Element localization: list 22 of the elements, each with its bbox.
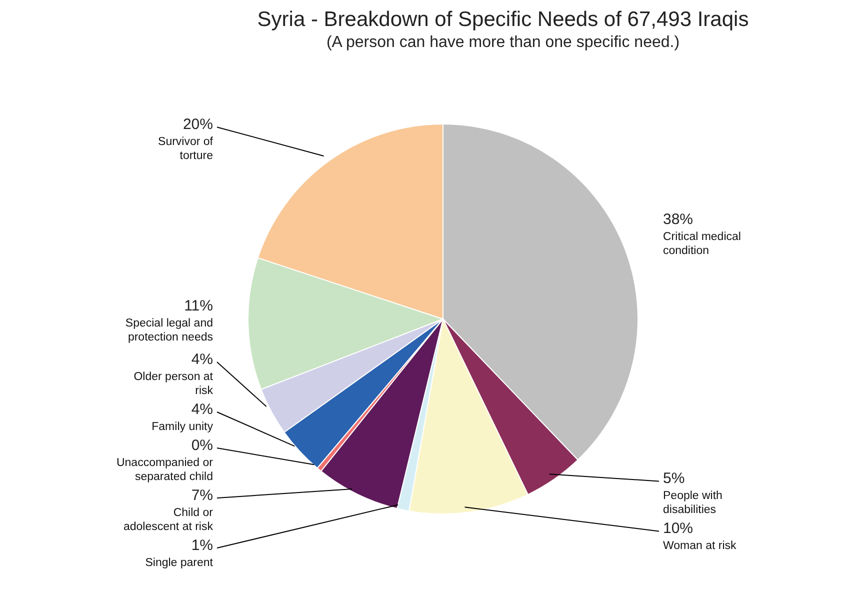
slice-label: Family unity [152, 421, 214, 433]
slice-label: People with disabilities [663, 490, 722, 516]
chart-title: Syria - Breakdown of Specific Needs of 67,493 Iraqis [256, 8, 750, 32]
slice-label: Woman at risk [663, 540, 737, 552]
data-label: 4% [191, 351, 213, 368]
data-label: 0% [191, 437, 213, 454]
slice-label: Critical medical condition [663, 231, 741, 258]
data-label: 38% [663, 211, 694, 228]
slice-label: Older person at risk [134, 371, 214, 397]
chart-subtitle: (A person can have more than one specific need.) [325, 34, 681, 52]
data-label: 10% [663, 520, 694, 538]
slice-label: Survivor of torture [158, 136, 214, 162]
slice-label: Special legal and protection needs [125, 317, 214, 344]
data-label: 5% [663, 470, 685, 488]
data-label: 20% [182, 116, 213, 134]
data-label: 1% [191, 537, 213, 554]
data-label: 11% [184, 297, 213, 314]
slice-label: Child or adolescent at risk [124, 507, 214, 533]
data-label: 4% [191, 401, 213, 418]
slice-label: Unaccompanied or separated child [116, 457, 214, 483]
slice-label: Single parent [145, 557, 214, 569]
data-label: 7% [191, 487, 213, 504]
